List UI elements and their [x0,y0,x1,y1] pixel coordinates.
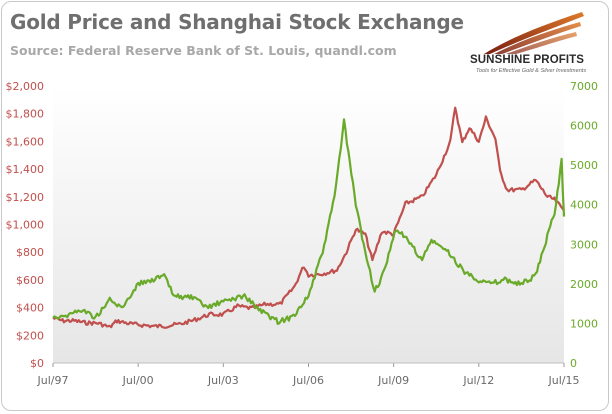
right-tick-label: 2000 [570,278,598,291]
right-axis: 0 1000 2000 3000 4000 5000 6000 7000 [570,80,598,370]
right-tick-label: 3000 [570,238,598,251]
x-tick-label: Jul/03 [207,374,239,387]
sun-rays-icon [484,12,584,54]
x-tick-label: Jul/00 [122,374,154,387]
left-tick-label: $200 [16,329,44,342]
gold-price-line [52,106,565,329]
left-tick-label: $2,000 [6,80,45,93]
sunshine-profits-logo: SUNSHINE PROFITS Tools for Effective Gol… [470,10,600,80]
left-tick-label: $1,400 [6,163,45,176]
logo-name: SUNSHINE PROFITS [470,54,585,66]
right-tick-label: 1000 [570,317,598,330]
shanghai-index-line [52,118,566,325]
x-tick-label: Jul/15 [548,374,580,387]
left-tick-label: $1,800 [6,108,45,121]
right-tick-label: 5000 [570,159,598,172]
right-tick-label: 7000 [570,80,598,93]
left-tick-label: $600 [16,274,44,287]
x-tick-label: Jul/09 [377,374,409,387]
x-tick-label: Jul/97 [37,374,69,387]
chart-subtitle: Source: Federal Reserve Bank of St. Loui… [10,43,397,58]
chart-title: Gold Price and Shanghai Stock Exchange [10,10,464,34]
series-layer [52,106,566,329]
left-tick-label: $400 [16,302,44,315]
left-axis: $0 $200 $400 $600 $800 $1,000 $1,200 $1,400 $1,6… [6,80,45,370]
left-tick-label: $1,200 [6,191,45,204]
logo-tagline: Tools for Effective Gold & Silver Invest… [476,68,587,74]
left-tick-label: $1,600 [6,135,45,148]
left-tick-label: $800 [16,246,44,259]
x-axis: Jul/97 Jul/00 Jul/03 Jul/06 Jul/09 Jul/12 Jul/… [37,363,580,387]
right-tick-label: 4000 [570,199,598,212]
x-tick-label: Jul/06 [292,374,324,387]
right-tick-label: 6000 [570,120,598,133]
x-tick-label: Jul/12 [462,374,494,387]
left-tick-label: $1,000 [6,219,45,232]
left-tick-label: $0 [30,357,44,370]
right-tick-label: 0 [570,357,577,370]
plot-area [53,86,564,363]
